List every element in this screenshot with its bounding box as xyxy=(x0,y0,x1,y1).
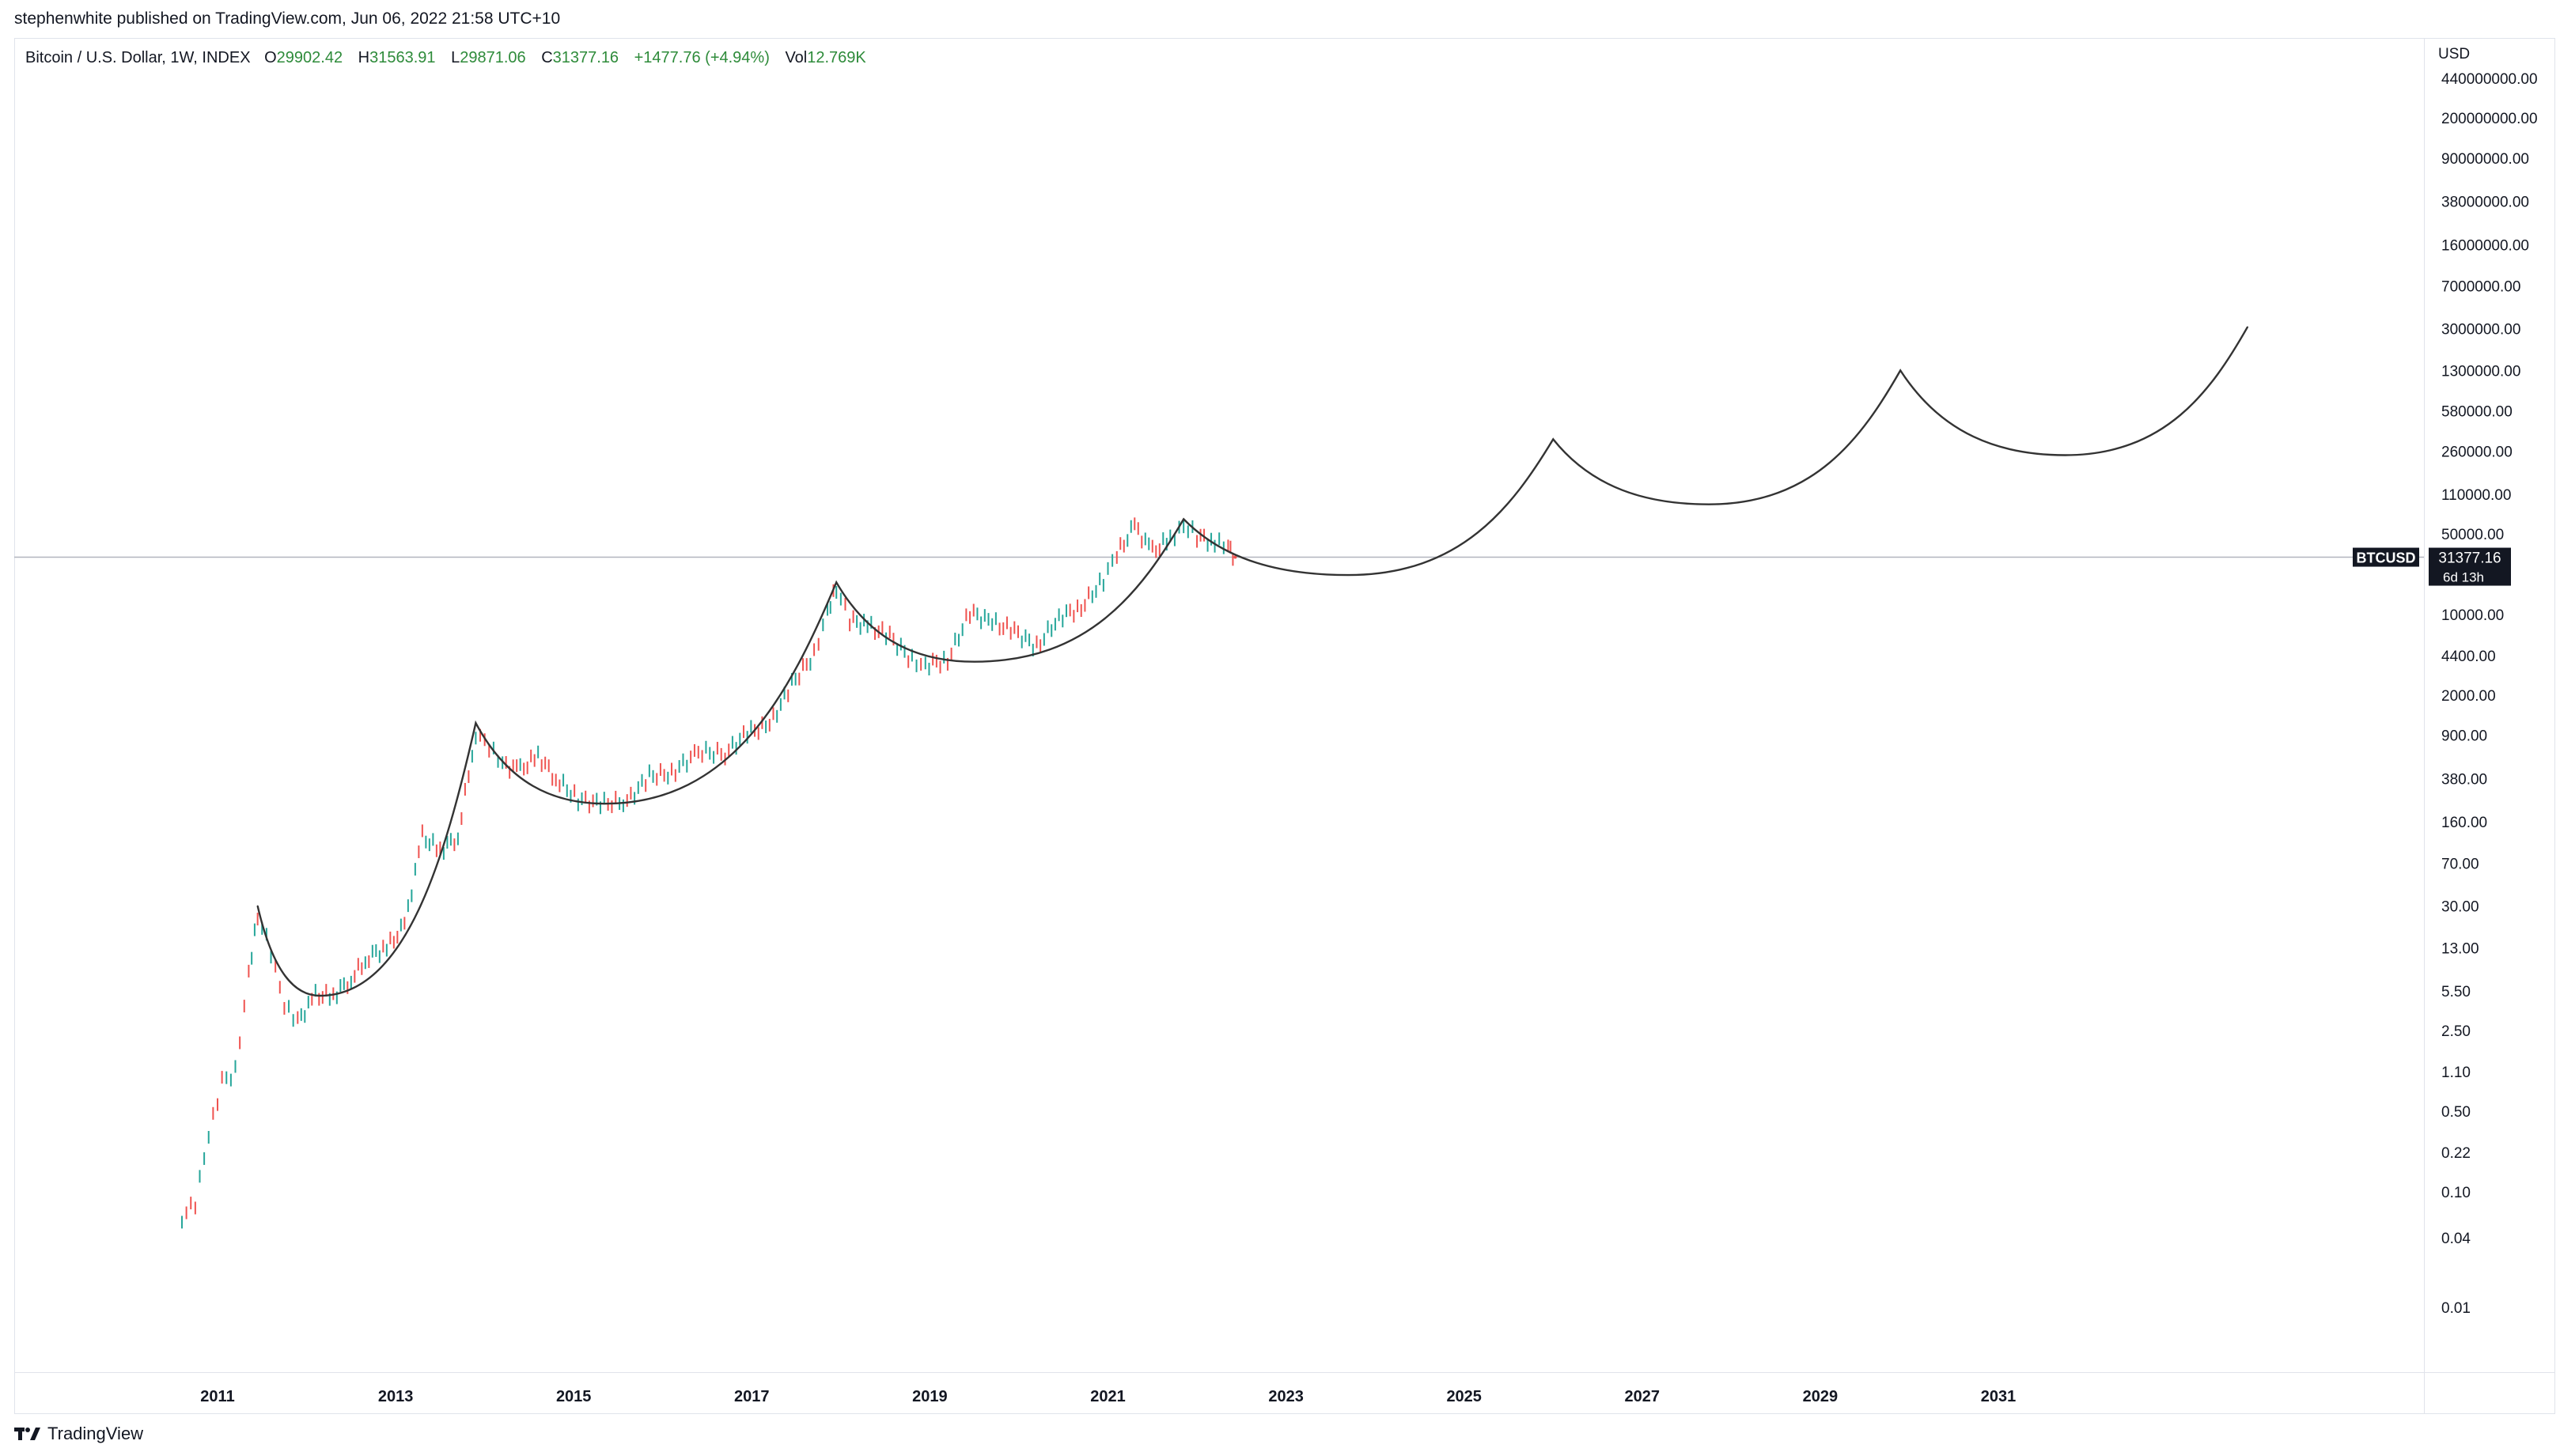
price-tick-label: 90000000.00 xyxy=(2441,151,2529,168)
published-by-line: stephenwhite published on TradingView.co… xyxy=(14,9,561,28)
price-tick-label: 0.22 xyxy=(2441,1145,2471,1162)
low-label: L xyxy=(451,49,460,66)
projection-vertex xyxy=(1347,574,1350,576)
price-tick-label: 0.50 xyxy=(2441,1104,2471,1121)
price-tag-value: 31377.16 xyxy=(2438,550,2501,567)
price-tick-label: 380.00 xyxy=(2441,771,2487,788)
price-tick-label: 7000000.00 xyxy=(2441,279,2520,296)
price-scale-divider xyxy=(2424,38,2425,1414)
volume-label: Vol xyxy=(785,49,808,66)
countdown-label: 6d 13h xyxy=(2443,570,2484,585)
open-value: 29902.42 xyxy=(276,49,343,66)
price-tick-label: 70.00 xyxy=(2441,857,2479,873)
close-value: 31377.16 xyxy=(552,49,619,66)
chart-frame xyxy=(14,38,2555,1414)
time-tick-label: 2031 xyxy=(1981,1388,2017,1405)
price-tick-label: 160.00 xyxy=(2441,815,2487,831)
price-tick-label: 38000000.00 xyxy=(2441,194,2529,210)
projection-vertex xyxy=(1708,503,1710,505)
time-tick-label: 2019 xyxy=(912,1388,948,1405)
high-label: H xyxy=(358,49,370,66)
price-tick-label: 1300000.00 xyxy=(2441,363,2520,380)
projection-vertex xyxy=(475,722,477,724)
price-tick-label: 0.10 xyxy=(2441,1185,2471,1201)
cup-projection-curve xyxy=(256,326,2249,997)
symbol-tag-label: BTCUSD xyxy=(2357,550,2416,566)
price-tick-label: 110000.00 xyxy=(2441,487,2511,504)
time-tick-label: 2027 xyxy=(1625,1388,1661,1405)
change-value: +1477.76 (+4.94%) xyxy=(634,49,770,66)
price-axis-ticks: 440000000.00 200000000.00 90000000.00 38000… xyxy=(2441,71,2538,1317)
symbol-legend: Bitcoin / U.S. Dollar, 1W, INDEX O29902.… xyxy=(25,49,877,67)
price-tick-label: 16000000.00 xyxy=(2441,237,2529,254)
price-tag-group: BTCUSD 31377.16 6d 13h xyxy=(2353,547,2511,586)
time-tick-label: 2017 xyxy=(734,1388,770,1405)
price-tick-label: 2000.00 xyxy=(2441,688,2496,705)
volume-value: 12.769K xyxy=(807,49,866,66)
time-tick-label: 2013 xyxy=(378,1388,414,1405)
time-tick-label: 2015 xyxy=(556,1388,592,1405)
last-price-point xyxy=(1233,555,1237,559)
high-value: 31563.91 xyxy=(369,49,436,66)
tradingview-brand[interactable]: TradingView xyxy=(14,1424,143,1444)
symbol-title: Bitcoin / U.S. Dollar, 1W, INDEX xyxy=(25,49,251,66)
projection-vertex xyxy=(973,660,975,663)
time-tick-label: 2025 xyxy=(1446,1388,1482,1405)
price-tick-label: 440000000.00 xyxy=(2441,71,2538,88)
price-tick-label: 30.00 xyxy=(2441,898,2479,915)
price-tick-label: 13.00 xyxy=(2441,940,2479,957)
tradingview-logo-icon xyxy=(14,1428,40,1440)
price-tick-label: 260000.00 xyxy=(2441,444,2513,460)
price-tick-label: 5.50 xyxy=(2441,984,2471,1000)
projection-vertex xyxy=(1552,438,1555,441)
price-tick-label: 580000.00 xyxy=(2441,404,2513,421)
price-tick-label: 0.04 xyxy=(2441,1231,2471,1247)
price-tick-label: 0.01 xyxy=(2441,1300,2471,1317)
price-tick-label: 200000000.00 xyxy=(2441,111,2538,127)
price-tick-label: 4400.00 xyxy=(2441,649,2496,665)
series-group xyxy=(180,326,2249,1229)
price-tick-label: 900.00 xyxy=(2441,728,2487,745)
time-axis-ticks: 2011 2013 2015 2017 2019 2021 2023 2025 2027 2029… xyxy=(200,1388,2016,1405)
time-tick-label: 2029 xyxy=(1803,1388,1839,1405)
price-tick-label: 10000.00 xyxy=(2441,607,2504,624)
time-tick-label: 2011 xyxy=(200,1388,234,1405)
open-label: O xyxy=(264,49,277,66)
time-tick-label: 2021 xyxy=(1090,1388,1126,1405)
price-tick-label: 3000000.00 xyxy=(2441,321,2520,338)
projection-vertex xyxy=(2247,326,2248,328)
price-tick-label: 50000.00 xyxy=(2441,527,2504,543)
symbol-tag-bg xyxy=(2353,547,2419,567)
projection-vertex xyxy=(604,803,606,805)
projection-vertex xyxy=(1183,518,1184,520)
projection-vertex xyxy=(256,905,259,907)
close-label: C xyxy=(541,49,553,66)
time-tick-label: 2023 xyxy=(1268,1388,1304,1405)
projection-vertex xyxy=(1899,369,1901,372)
price-tag-bg xyxy=(2429,547,2511,586)
price-tick-label: 2.50 xyxy=(2441,1023,2471,1040)
projection-vertex xyxy=(319,995,321,997)
projection-vertex xyxy=(2064,454,2066,456)
brand-name: TradingView xyxy=(47,1424,144,1443)
currency-label: USD xyxy=(2438,46,2471,62)
projection-vertex xyxy=(835,581,838,584)
price-tick-label: 1.10 xyxy=(2441,1065,2471,1081)
time-scale-divider xyxy=(14,1372,2555,1373)
low-value: 29871.06 xyxy=(460,49,526,66)
